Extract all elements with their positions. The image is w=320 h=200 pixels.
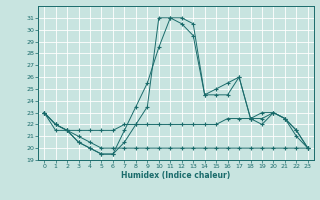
X-axis label: Humidex (Indice chaleur): Humidex (Indice chaleur) — [121, 171, 231, 180]
